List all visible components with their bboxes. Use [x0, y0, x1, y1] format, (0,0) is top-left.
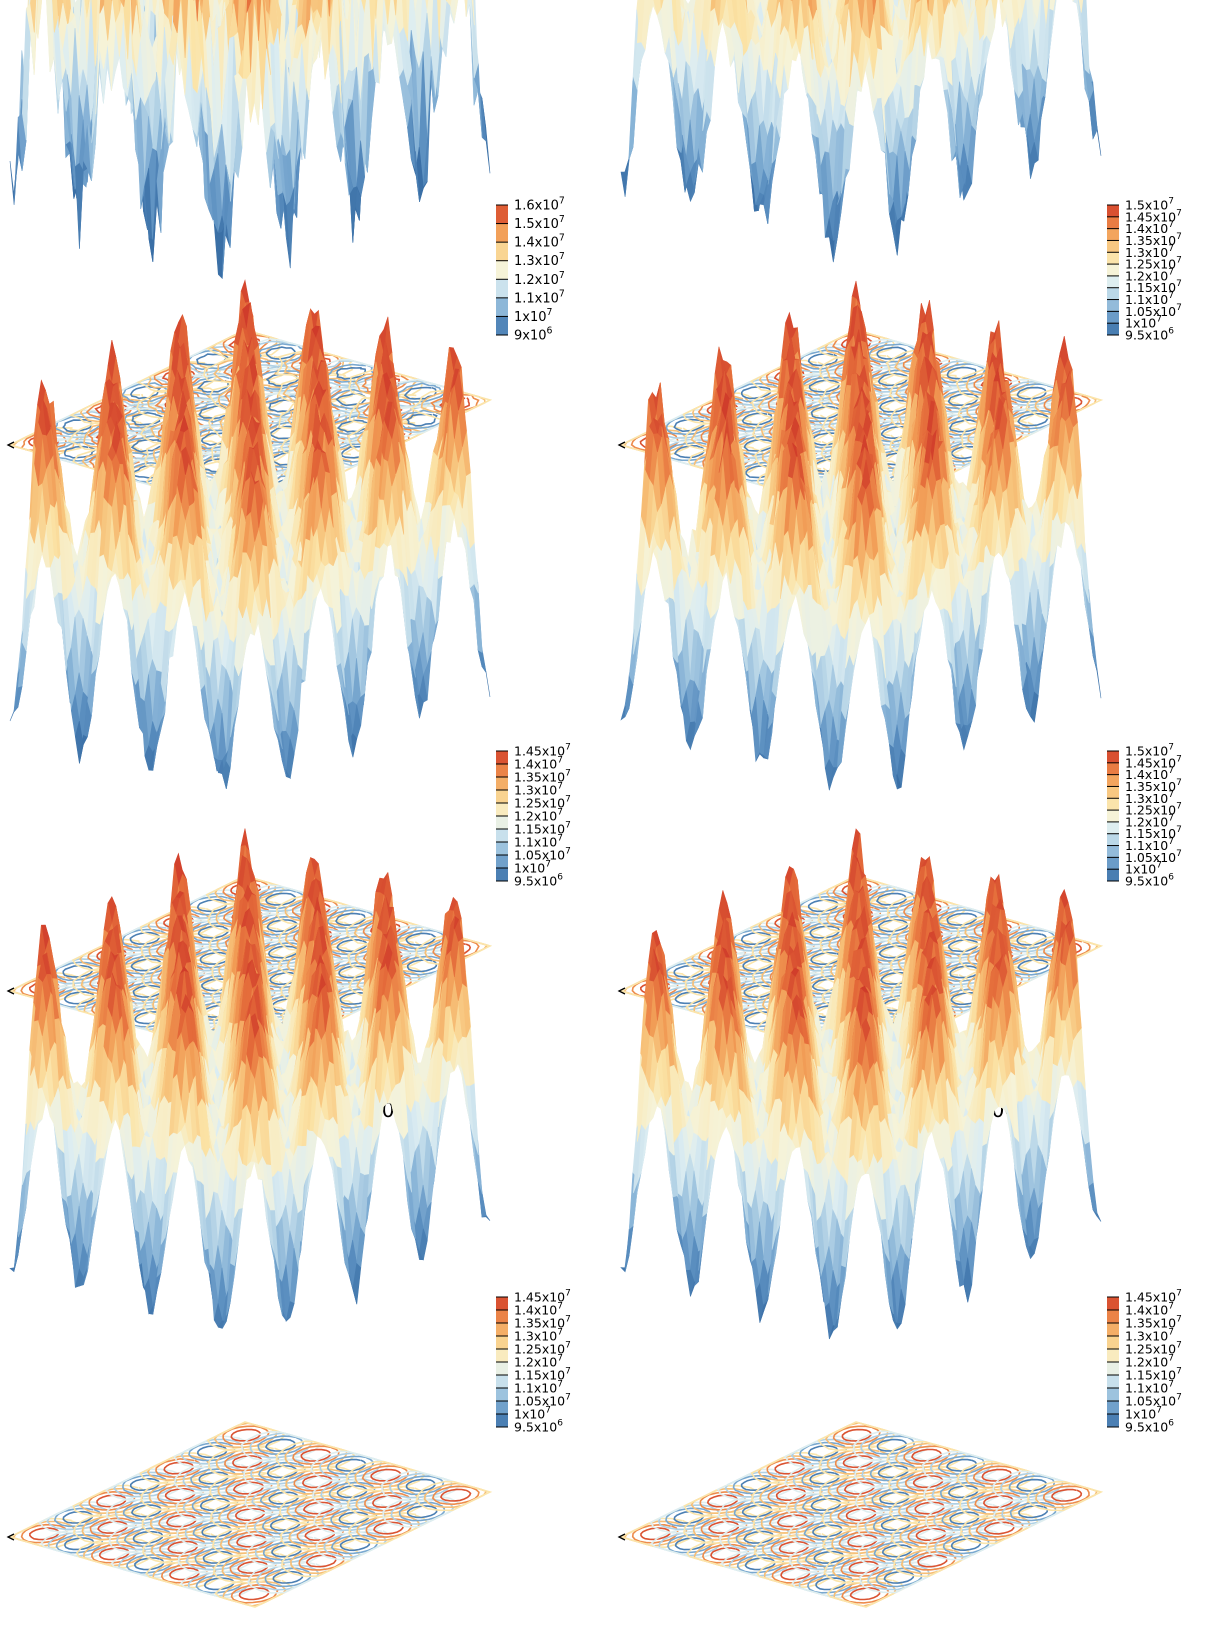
contour-line [406, 413, 438, 427]
contour-line [1017, 413, 1050, 427]
contour-line [129, 385, 162, 400]
colorbar-tick-exponent: 7 [559, 233, 565, 244]
surface-cell [21, 8, 31, 140]
axis-tick [617, 441, 626, 449]
surface-mesh [620, 0, 1102, 263]
contour-line [808, 379, 841, 393]
surface-mesh [9, 0, 491, 280]
colorbar-tick-mantissa: 1.5x10 [514, 217, 559, 232]
colorbar-tick-exponent: 7 [559, 214, 565, 225]
colorbar-band [496, 297, 508, 317]
surface-cell [172, 0, 180, 34]
colorbar-tick-exponent: 7 [559, 270, 565, 281]
colorbar-band [496, 260, 508, 280]
surface-cell [247, 0, 254, 73]
colorbar-band [496, 223, 508, 243]
colorbar-tick-exponent: 7 [559, 288, 565, 299]
surface-cell [471, 0, 475, 26]
colorbar-tick-label: 1.1x107 [514, 288, 565, 306]
contour-line [947, 393, 980, 406]
surface-cell [122, 0, 126, 7]
surface-cell [256, 0, 262, 41]
colorbar-band [496, 205, 508, 224]
colorbar-tick-label: 9x106 [514, 326, 553, 344]
colorbar-tick-exponent: 6 [547, 326, 553, 337]
surface-cell [123, 0, 131, 60]
surface-cell [181, 0, 189, 59]
surface-cell [30, 0, 36, 33]
surface-cell [464, 0, 468, 17]
colorbar-tick-mantissa: 1.2x10 [514, 273, 559, 288]
colorbar-tick-label: 1.6x107 [514, 196, 565, 214]
surface-cell [246, 0, 252, 13]
surface-cell [445, 0, 447, 1]
colorbar-tick-label: 1.5x107 [514, 214, 565, 232]
contour-line [876, 346, 908, 360]
surface-cell [262, 0, 268, 49]
contour-line [1016, 386, 1047, 400]
surface-cell [99, 0, 105, 14]
surface-cell [118, 0, 122, 12]
colorbar-band [496, 279, 508, 298]
surface-cell [628, 76, 638, 160]
surface-cell [333, 0, 342, 104]
surface-cell [660, 0, 664, 9]
contour-line [741, 412, 773, 426]
contour-line [673, 418, 705, 433]
surface-cell [445, 0, 452, 6]
colorbar-labels: 1.6x1071.5x1071.4x1071.3x1071.2x1071.1x1… [514, 196, 565, 344]
surface-cell [393, 0, 397, 16]
colorbar-tick-mantissa: 1.6x10 [514, 199, 559, 214]
surface-cell [636, 0, 645, 44]
contour-line [741, 386, 772, 400]
surface-cell [196, 0, 199, 22]
surface-cell [312, 0, 319, 14]
colorbar-tick-label: 1x107 [514, 307, 553, 325]
colorbar-tick-mantissa: 1.1x10 [514, 291, 559, 306]
colorbar-tick-mantissa: 9x10 [514, 329, 547, 344]
contour-line [807, 353, 838, 367]
contour-line [120, 382, 169, 403]
colorbar-tick-exponent: 7 [559, 196, 565, 207]
surface-cell [385, 0, 391, 25]
colorbar: 1.6x1071.5x1071.4x1071.3x1071.2x1071.1x1… [496, 196, 565, 344]
colorbar-tick-exponent: 7 [547, 307, 553, 318]
contour-line [868, 343, 917, 364]
contour-line [335, 392, 367, 407]
colorbar-tick-label: 1.2x107 [514, 270, 565, 288]
colorbar-tick-mantissa: 1.4x10 [514, 236, 559, 251]
surface-cell [453, 0, 459, 22]
surface-cell [74, 162, 84, 249]
contour-line [403, 386, 437, 400]
colorbar-band [496, 242, 508, 261]
surface-cell [375, 0, 384, 84]
surface-cell [328, 0, 331, 17]
colorbar-tick-label: 1.4x107 [514, 233, 565, 251]
surface-cell [471, 0, 479, 79]
contour-line [63, 445, 98, 459]
axis-tick [6, 441, 15, 449]
colorbar-band [496, 316, 508, 335]
colorbar-tick-label: 1.3x107 [514, 251, 565, 269]
surface-cell [449, 0, 456, 22]
surface-cell [402, 0, 409, 42]
colorbar-tick-mantissa: 1.3x10 [514, 254, 559, 269]
surface-cell [33, 0, 38, 75]
colorbar-tick-mantissa: 1x10 [514, 310, 547, 325]
colorbar-tick-exponent: 7 [559, 251, 565, 262]
contour-line [946, 366, 977, 380]
surface-cell [309, 0, 316, 13]
surface-cell [326, 0, 334, 55]
surface-cell [620, 158, 630, 197]
surface-cell [316, 0, 323, 18]
